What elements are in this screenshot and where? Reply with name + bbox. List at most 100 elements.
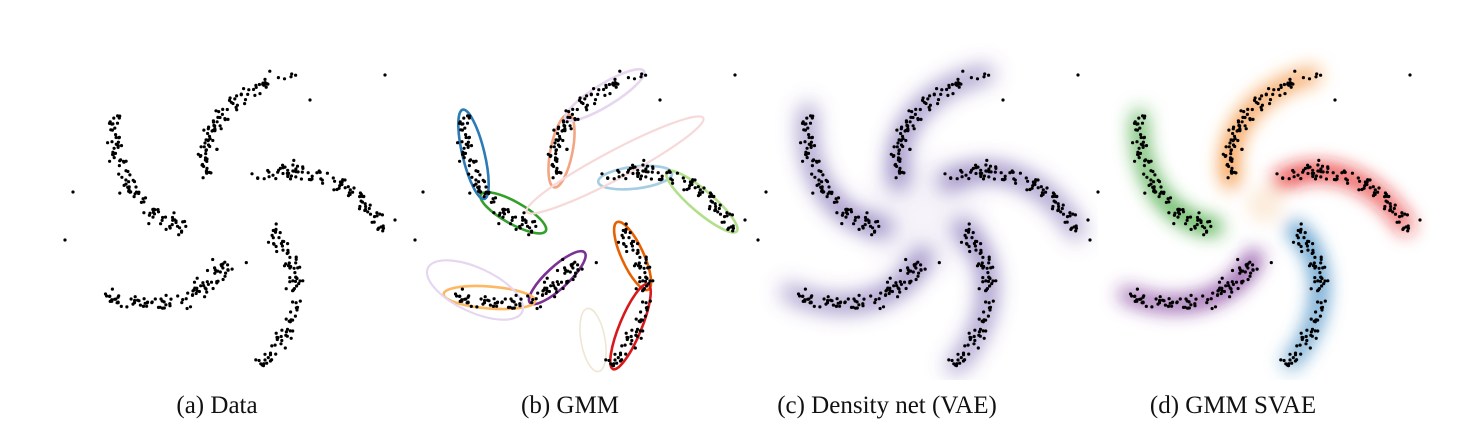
data-point <box>811 191 815 195</box>
data-point <box>1253 96 1257 100</box>
data-point <box>263 77 267 81</box>
data-point <box>188 305 193 309</box>
data-point <box>1164 200 1168 204</box>
data-point <box>961 69 965 73</box>
data-point <box>966 343 970 347</box>
data-point <box>1128 292 1133 296</box>
data-point <box>1226 176 1230 180</box>
data-point <box>203 141 207 145</box>
data-point <box>1408 73 1412 77</box>
data-point <box>181 298 185 302</box>
data-point <box>1228 156 1233 160</box>
data-point <box>1173 211 1177 215</box>
data-point <box>604 83 608 87</box>
data-point <box>624 177 628 181</box>
data-point <box>206 282 210 286</box>
data-point <box>1246 262 1250 266</box>
data-point <box>377 226 381 230</box>
data-point <box>626 336 630 340</box>
data-point <box>263 358 267 362</box>
data-point <box>635 334 639 338</box>
data-point <box>1159 185 1163 189</box>
data-point <box>549 284 553 288</box>
data-point <box>214 269 218 273</box>
data-point <box>1143 114 1147 118</box>
data-point <box>913 112 917 116</box>
data-point <box>1230 280 1234 284</box>
data-point <box>218 124 222 128</box>
data-point <box>631 171 635 176</box>
data-point <box>339 182 343 186</box>
data-point <box>896 141 900 145</box>
data-point <box>979 174 983 179</box>
data-point <box>764 190 768 194</box>
data-point <box>498 211 502 215</box>
data-point <box>502 212 507 216</box>
data-point <box>806 126 810 130</box>
data-point <box>509 297 513 301</box>
data-point <box>1052 192 1056 196</box>
data-point <box>107 121 112 125</box>
data-point <box>992 177 996 181</box>
data-point <box>616 168 620 173</box>
data-point <box>150 301 154 305</box>
data-point <box>1299 228 1303 232</box>
data-point <box>1195 223 1199 227</box>
data-point <box>291 169 295 173</box>
data-point <box>857 227 861 231</box>
data-point <box>1314 336 1318 340</box>
data-point <box>801 294 805 298</box>
data-point <box>1326 166 1330 170</box>
data-point <box>1292 175 1296 179</box>
data-point <box>1140 121 1145 125</box>
data-point <box>243 98 248 102</box>
data-point <box>959 168 963 173</box>
data-point <box>1223 154 1227 158</box>
data-point <box>1153 173 1157 177</box>
data-point <box>585 108 589 112</box>
data-point <box>205 268 210 273</box>
data-point <box>644 255 648 259</box>
data-point <box>641 300 645 304</box>
data-point <box>639 264 643 269</box>
data-point <box>224 271 228 275</box>
data-point <box>708 195 712 199</box>
data-point <box>1176 215 1180 219</box>
data-point <box>139 200 143 204</box>
data-point <box>856 215 861 219</box>
data-point <box>642 287 646 291</box>
data-point <box>290 72 294 76</box>
data-point <box>351 190 355 194</box>
data-point <box>320 178 324 182</box>
data-point <box>281 166 285 170</box>
data-point <box>1149 182 1153 186</box>
data-point <box>164 227 168 231</box>
data-point <box>628 166 632 170</box>
data-point <box>1332 177 1336 182</box>
data-point <box>559 171 563 175</box>
data-point <box>522 211 526 215</box>
data-point <box>897 148 901 152</box>
data-point <box>986 314 990 318</box>
data-point <box>827 185 831 189</box>
data-point <box>117 172 121 176</box>
data-point <box>1357 188 1361 192</box>
data-point <box>274 331 278 335</box>
data-point <box>192 280 197 284</box>
data-point <box>1068 211 1072 215</box>
data-point <box>908 280 912 284</box>
data-point <box>129 190 133 194</box>
data-point <box>538 305 543 309</box>
data-point <box>993 170 997 174</box>
data-point <box>242 87 246 91</box>
data-point <box>359 199 363 203</box>
data-point <box>145 301 149 305</box>
data-point <box>270 344 274 348</box>
data-point <box>1323 279 1327 283</box>
data-point <box>972 241 976 246</box>
data-point <box>1186 306 1190 310</box>
data-point <box>1210 306 1214 311</box>
data-point <box>603 93 607 97</box>
data-point <box>284 287 288 291</box>
data-point <box>476 169 480 174</box>
